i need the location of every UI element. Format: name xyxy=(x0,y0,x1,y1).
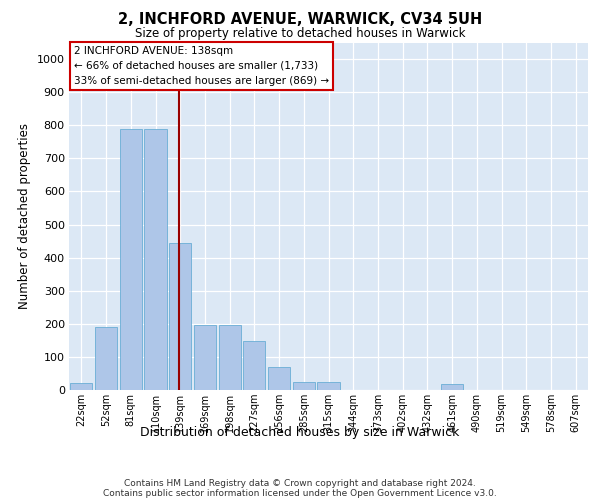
Bar xyxy=(169,242,191,390)
Text: Size of property relative to detached houses in Warwick: Size of property relative to detached ho… xyxy=(135,28,465,40)
Text: 2 INCHFORD AVENUE: 138sqm
← 66% of detached houses are smaller (1,733)
33% of se: 2 INCHFORD AVENUE: 138sqm ← 66% of detac… xyxy=(74,46,329,86)
Bar xyxy=(218,326,241,390)
Text: Contains HM Land Registry data © Crown copyright and database right 2024.: Contains HM Land Registry data © Crown c… xyxy=(124,478,476,488)
Y-axis label: Number of detached properties: Number of detached properties xyxy=(18,123,31,309)
Bar xyxy=(194,326,216,390)
Bar xyxy=(95,327,117,390)
Bar xyxy=(441,384,463,390)
Bar xyxy=(317,382,340,390)
Text: 2, INCHFORD AVENUE, WARWICK, CV34 5UH: 2, INCHFORD AVENUE, WARWICK, CV34 5UH xyxy=(118,12,482,28)
Bar xyxy=(268,368,290,390)
Bar xyxy=(145,128,167,390)
Bar xyxy=(70,384,92,390)
Text: Distribution of detached houses by size in Warwick: Distribution of detached houses by size … xyxy=(140,426,460,439)
Bar xyxy=(119,128,142,390)
Bar xyxy=(293,382,315,390)
Bar xyxy=(243,341,265,390)
Text: Contains public sector information licensed under the Open Government Licence v3: Contains public sector information licen… xyxy=(103,488,497,498)
